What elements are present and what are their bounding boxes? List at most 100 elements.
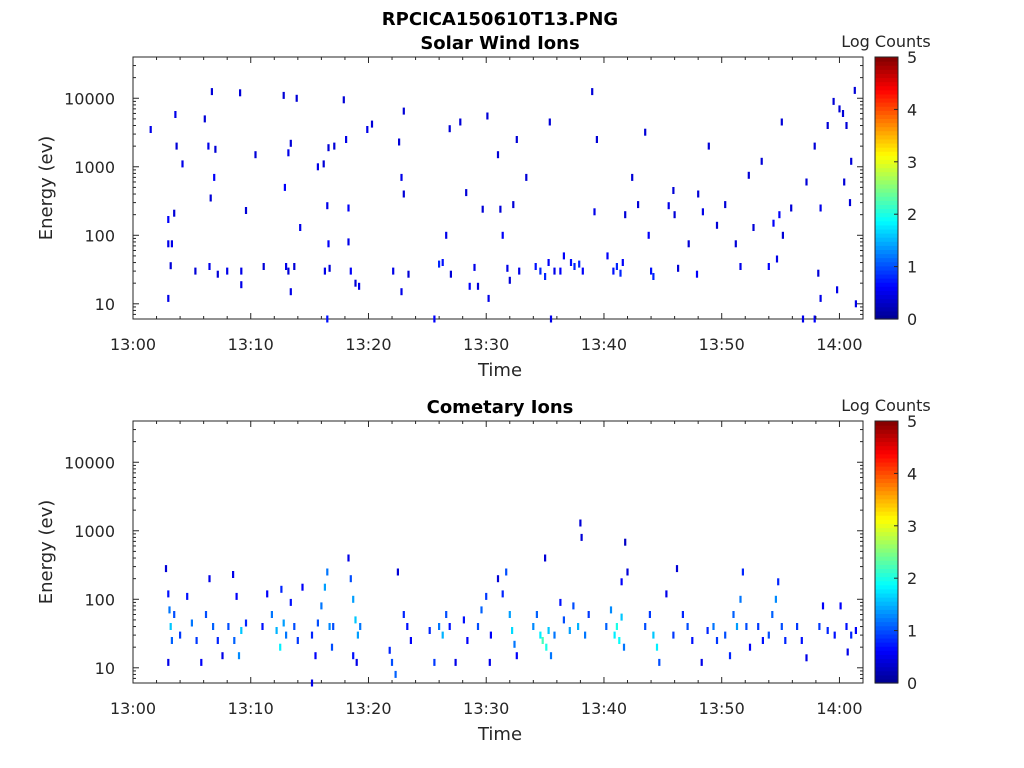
heatmap-cell: [562, 252, 565, 260]
y-tick-label: 100: [84, 590, 115, 609]
heatmap-cell: [289, 139, 292, 147]
heatmap-cell: [282, 91, 285, 99]
x-axis-ticks: 13:00 13:10 13:20 13:30 13:40 13:50 14:00: [110, 57, 864, 354]
heatmap-cell: [168, 606, 171, 614]
heatmap-cell: [615, 623, 618, 630]
heatmap-cell: [846, 648, 849, 656]
heatmap-cell: [572, 602, 575, 610]
colorbar-segment: [875, 568, 898, 574]
colorbar-segment: [875, 502, 898, 508]
heatmap-cell: [310, 631, 314, 639]
heatmap-cell: [539, 267, 542, 275]
colorbar-segment: [875, 527, 898, 533]
heatmap-cell: [767, 631, 770, 639]
heatmap-cell: [547, 259, 550, 266]
colorbar-segment: [875, 597, 898, 602]
colorbar-segment: [875, 637, 898, 643]
heatmap-cell: [333, 142, 336, 150]
colorbar-segment: [875, 519, 898, 524]
heatmap-cell: [398, 138, 401, 146]
heatmap-cell: [323, 267, 326, 275]
heatmap-cell: [739, 595, 742, 603]
heatmap-cell: [194, 267, 197, 275]
heatmap-cell: [186, 592, 189, 600]
heatmap-cell: [285, 263, 288, 270]
x-tick-label: 13:30: [463, 699, 509, 718]
heatmap-cell: [826, 122, 829, 129]
heatmap-cell: [647, 231, 650, 239]
heatmap-cell: [548, 118, 551, 126]
colorbar-segment: [875, 97, 898, 103]
heatmap-cell: [843, 178, 846, 186]
heatmap-cell: [613, 631, 616, 639]
heatmap-cell: [838, 105, 841, 113]
colorbar-segment: [875, 302, 898, 308]
heatmap-cell: [345, 136, 348, 143]
heatmap-cell: [326, 568, 329, 576]
heatmap-cell: [400, 173, 403, 181]
colorbar-segment: [875, 298, 898, 304]
heatmap-cell: [606, 252, 609, 260]
heatmap-cell: [449, 270, 452, 278]
colorbar-segment: [875, 461, 898, 467]
y-tick-label: 10: [95, 295, 115, 314]
heatmap-cell: [761, 637, 764, 644]
heatmap-cell: [752, 224, 755, 231]
colorbar-segment: [875, 678, 898, 684]
heatmap-cell: [707, 142, 710, 150]
y-tick-label: 10000: [64, 453, 115, 472]
heatmap-cell: [658, 658, 661, 666]
colorbar-segment: [875, 592, 898, 598]
heatmap-cell: [441, 259, 444, 266]
colorbar-segment: [875, 547, 898, 553]
colorbar-tick-label: 2: [907, 569, 917, 588]
heatmap-cell: [655, 643, 659, 651]
heatmap-cell: [289, 598, 292, 606]
y-tick-label: 1000: [74, 158, 115, 177]
cometary-panel: Cometary Ions 13:00 13:10 13:20 13:30 13:40 1…: [36, 396, 931, 745]
heatmap-cell: [487, 294, 490, 302]
colorbar-segment: [875, 237, 898, 242]
colorbar-segment: [875, 61, 898, 66]
heatmap-cell: [508, 611, 511, 618]
colorbar-segment: [875, 601, 898, 606]
colorbar-segment: [875, 453, 898, 459]
heatmap-cell: [511, 627, 514, 634]
colorbar-segment: [875, 188, 898, 193]
heatmap-cell: [665, 590, 668, 598]
heatmap-cell: [459, 118, 462, 126]
heatmap-cell: [476, 282, 480, 290]
heatmap-cell: [310, 679, 314, 687]
heatmap-cell: [686, 623, 689, 630]
colorbar-segment: [875, 134, 898, 140]
colorbar-segment: [875, 257, 898, 263]
heatmap-cell: [644, 623, 647, 630]
heatmap-cell: [735, 623, 739, 630]
heatmap-cell: [445, 231, 448, 239]
colorbar-segment: [875, 445, 898, 451]
colorbar-segment: [875, 605, 898, 610]
heatmap-cell: [239, 89, 242, 97]
colorbar-segment: [875, 506, 898, 512]
heatmap-cell: [480, 606, 483, 614]
colorbar-tick-label: 3: [907, 517, 917, 536]
heatmap-cell: [534, 263, 537, 270]
colorbar-segment: [875, 57, 898, 62]
heatmap-cell: [486, 112, 489, 120]
heatmap-cell: [438, 623, 441, 630]
colorbar-segment: [875, 511, 898, 516]
y-axis-label: Energy (ev): [36, 136, 57, 241]
heatmap-cell: [261, 623, 264, 630]
heatmap-cell: [402, 190, 405, 198]
heatmap-cell: [488, 658, 491, 666]
x-tick-label: 14:00: [816, 699, 862, 718]
x-tick-label: 13:40: [581, 699, 627, 718]
heatmap-cell: [801, 315, 805, 323]
heatmap-cell: [233, 637, 236, 644]
heatmap-cell: [169, 262, 172, 270]
colorbar-segment: [875, 425, 898, 430]
heatmap-cell: [697, 190, 700, 198]
heatmap-cell: [559, 267, 562, 275]
colorbar-segment: [875, 609, 898, 614]
colorbar-segment: [875, 552, 898, 557]
